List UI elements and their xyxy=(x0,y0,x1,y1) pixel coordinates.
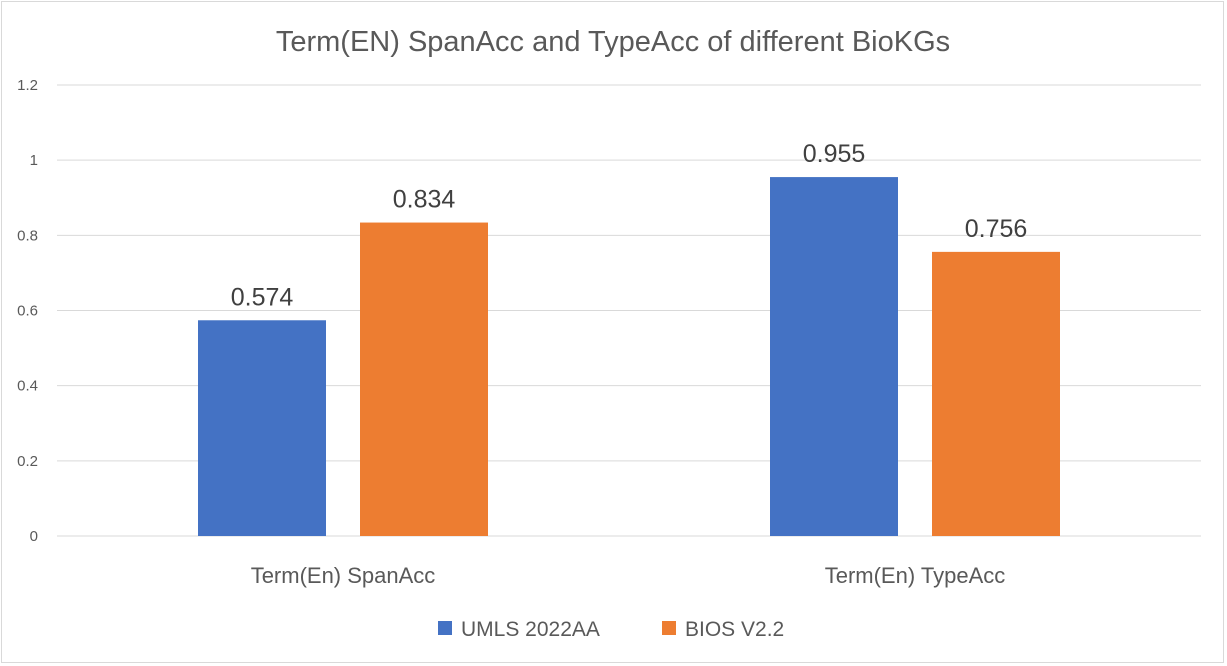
data-label: 0.574 xyxy=(231,283,294,311)
bar xyxy=(770,177,898,536)
bar xyxy=(932,251,1060,536)
legend-swatch xyxy=(438,621,452,635)
data-label: 0.756 xyxy=(965,215,1028,243)
y-tick-label: 0.6 xyxy=(17,303,38,320)
y-tick-label: 0.4 xyxy=(17,378,38,395)
y-tick-label: 1.2 xyxy=(17,77,38,94)
bar xyxy=(360,222,488,536)
legend-label: BIOS V2.2 xyxy=(685,618,784,641)
y-tick-label: 0.8 xyxy=(17,227,38,244)
chart-title: Term(EN) SpanAcc and TypeAcc of differen… xyxy=(276,26,950,58)
x-axis-category-labels: Term(En) SpanAcc Term(En) TypeAcc xyxy=(251,563,1006,588)
bar xyxy=(198,320,326,536)
y-axis-tick-labels: 0 0.2 0.4 0.6 0.8 1 1.2 xyxy=(17,77,38,545)
data-label: 0.955 xyxy=(803,140,866,168)
y-tick-label: 0.2 xyxy=(17,453,38,470)
x-axis-category-label: Term(En) SpanAcc xyxy=(251,563,436,588)
x-axis-category-label: Term(En) TypeAcc xyxy=(825,563,1006,588)
data-labels: 0.574 0.834 0.955 0.756 xyxy=(231,140,1028,311)
y-tick-label: 1 xyxy=(30,152,38,169)
legend-swatch xyxy=(662,621,676,635)
data-label: 0.834 xyxy=(393,186,456,214)
y-tick-label: 0 xyxy=(30,528,38,545)
bars xyxy=(198,177,1060,536)
legend: UMLS 2022AA BIOS V2.2 xyxy=(438,618,784,641)
legend-label: UMLS 2022AA xyxy=(461,618,600,641)
